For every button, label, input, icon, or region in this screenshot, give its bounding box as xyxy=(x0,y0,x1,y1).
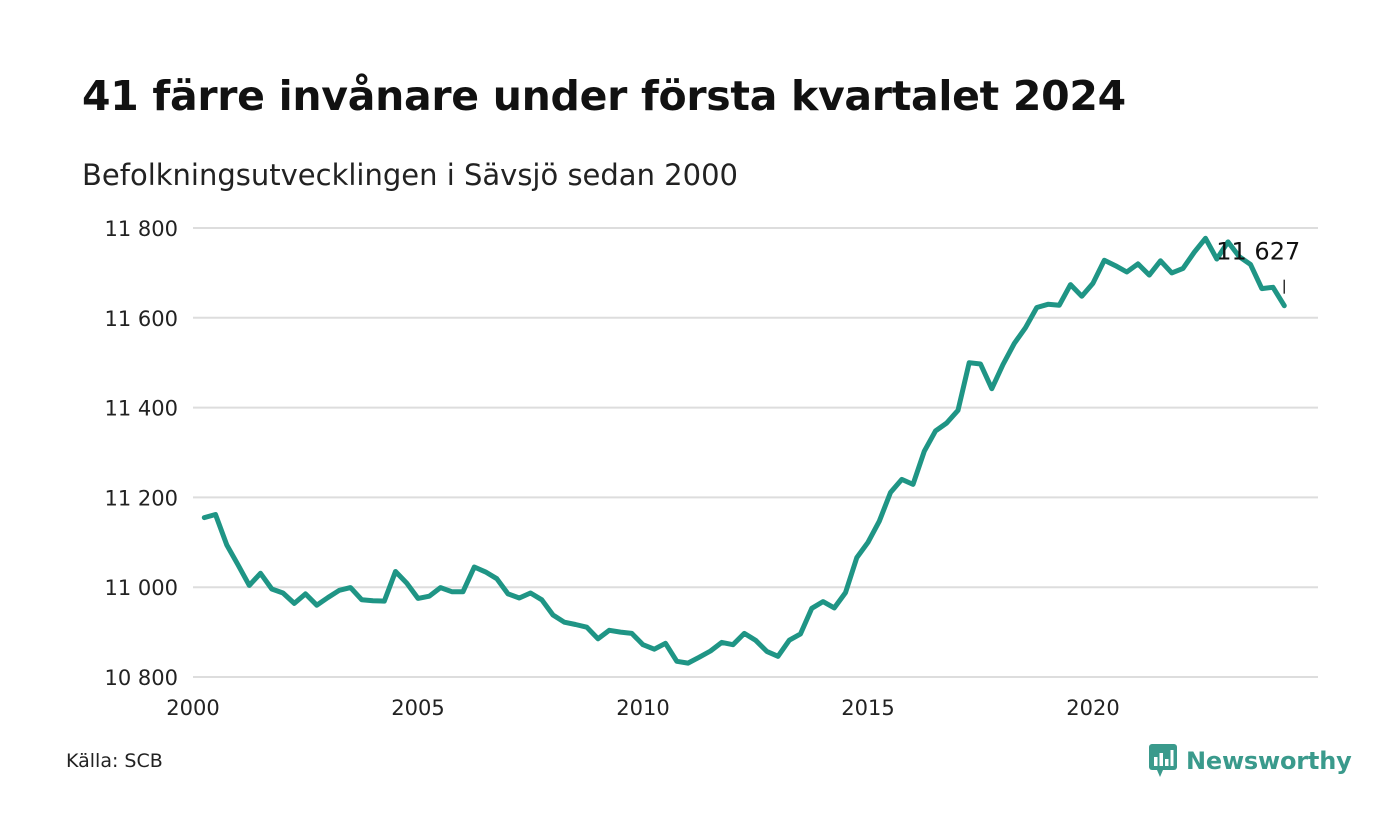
chart-title: 41 färre invånare under första kvartalet… xyxy=(82,72,1126,120)
brand-logo[interactable]: Newsworthy xyxy=(1148,742,1352,780)
x-tick-label: 2005 xyxy=(391,696,444,720)
y-axis: 10 800 11 000 11 200 11 400 11 600 11 800 xyxy=(105,217,178,690)
y-tick-label: 11 000 xyxy=(105,576,178,600)
y-tick-label: 11 600 xyxy=(105,307,178,331)
end-value-label: 11 627 xyxy=(1216,238,1300,266)
y-tick-label: 11 800 xyxy=(105,217,178,241)
x-axis: 2000 2005 2010 2015 2020 xyxy=(166,696,1119,720)
x-tick-label: 2020 xyxy=(1066,696,1119,720)
y-tick-label: 11 400 xyxy=(105,397,178,421)
x-tick-label: 2010 xyxy=(616,696,669,720)
series-line xyxy=(201,235,1287,666)
grid-lines xyxy=(193,227,1318,678)
y-tick-label: 10 800 xyxy=(105,666,178,690)
source-label: Källa: SCB xyxy=(66,750,163,772)
chart-subtitle: Befolkningsutvecklingen i Sävsjö sedan 2… xyxy=(82,158,738,192)
y-tick-label: 11 200 xyxy=(105,486,178,510)
x-tick-label: 2015 xyxy=(841,696,894,720)
x-tick-label: 2000 xyxy=(166,696,219,720)
brand-name: Newsworthy xyxy=(1186,747,1352,775)
newsworthy-logo-icon xyxy=(1149,744,1177,777)
